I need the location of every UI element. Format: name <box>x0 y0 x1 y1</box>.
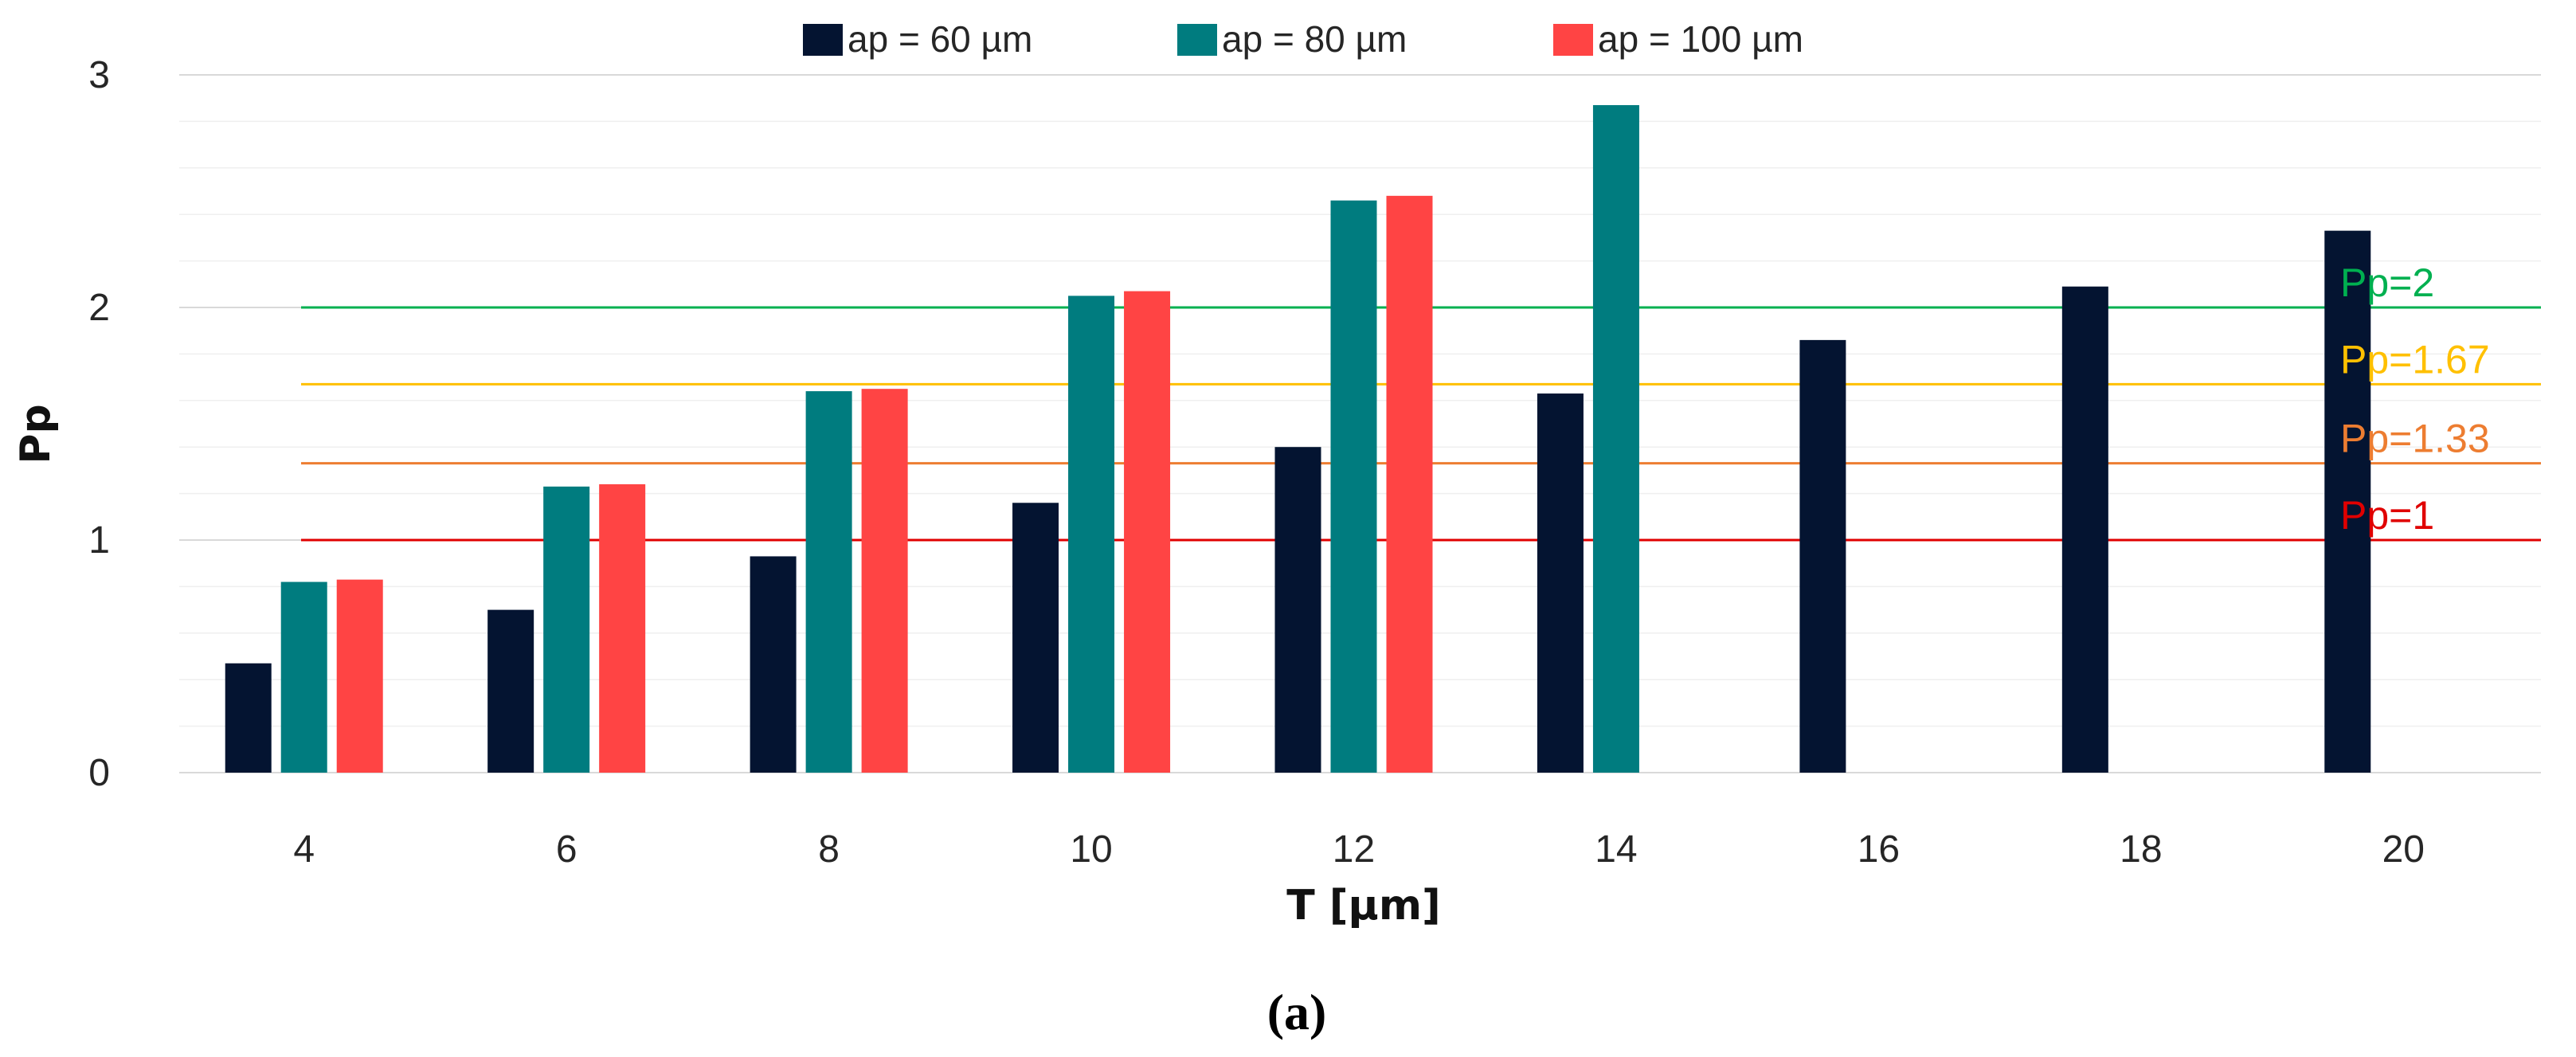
bar-12-series-1 <box>1274 447 1321 773</box>
reference-line-label: Pp=2 <box>2340 260 2434 305</box>
reference-line-label: Pp=1 <box>2340 493 2434 538</box>
bar-8-series-3 <box>861 389 908 773</box>
bar-12-series-3 <box>1386 195 1433 773</box>
bar-16-series-1 <box>1799 339 1846 773</box>
x-tick-labels: 4 6 8 10 12 14 16 18 20 <box>293 828 2425 871</box>
y-tick-labels: 0 1 2 3 <box>88 54 110 794</box>
bar-14-series-2 <box>1592 104 1639 773</box>
reference-labels: Pp=2 Pp=1.67 Pp=1.33 Pp=1 <box>2340 260 2490 538</box>
bar-12-series-2 <box>1330 200 1377 773</box>
legend: ap = 60 µm ap = 80 µm ap = 100 µm <box>803 18 1803 60</box>
bar-10-series-1 <box>1012 503 1059 773</box>
y-axis-title: Pp <box>12 404 60 464</box>
reference-line-label: Pp=1.67 <box>2340 337 2490 382</box>
bar-6-series-1 <box>487 609 534 773</box>
x-tick-label: 12 <box>1333 828 1375 871</box>
bar-10-series-2 <box>1068 296 1115 773</box>
bar-6-series-3 <box>599 483 646 773</box>
bar-10-series-3 <box>1124 291 1171 773</box>
bar-4-series-1 <box>225 663 272 773</box>
y-tick-label: 0 <box>88 752 110 794</box>
x-axis-title: T [µm] <box>1286 882 1441 930</box>
x-tick-label: 18 <box>2120 828 2162 871</box>
y-tick-label: 1 <box>88 519 110 562</box>
bar-18-series-1 <box>2061 286 2108 773</box>
bar-8-series-1 <box>750 556 797 773</box>
bars <box>225 104 2371 773</box>
figure-caption: (a) <box>1267 984 1327 1040</box>
legend-label: ap = 80 µm <box>1222 18 1407 60</box>
legend-swatch <box>1553 24 1593 56</box>
x-tick-label: 8 <box>818 828 840 871</box>
x-tick-label: 10 <box>1070 828 1112 871</box>
x-tick-label: 20 <box>2382 828 2425 871</box>
y-tick-label: 2 <box>88 287 110 329</box>
x-tick-label: 14 <box>1595 828 1637 871</box>
legend-swatch <box>1177 24 1217 56</box>
reference-line-label: Pp=1.33 <box>2340 417 2490 461</box>
bar-14-series-1 <box>1537 393 1584 773</box>
x-tick-label: 4 <box>293 828 315 871</box>
bar-8-series-2 <box>805 391 852 773</box>
legend-label: ap = 60 µm <box>848 18 1032 60</box>
legend-label: ap = 100 µm <box>1598 18 1803 60</box>
legend-swatch <box>803 24 843 56</box>
bar-20-series-1 <box>2324 230 2371 773</box>
x-tick-label: 6 <box>556 828 577 871</box>
y-tick-label: 3 <box>88 54 110 96</box>
x-tick-label: 16 <box>1858 828 1900 871</box>
bar-6-series-2 <box>543 486 590 773</box>
bar-4-series-3 <box>336 579 383 773</box>
bar-4-series-2 <box>280 581 327 773</box>
